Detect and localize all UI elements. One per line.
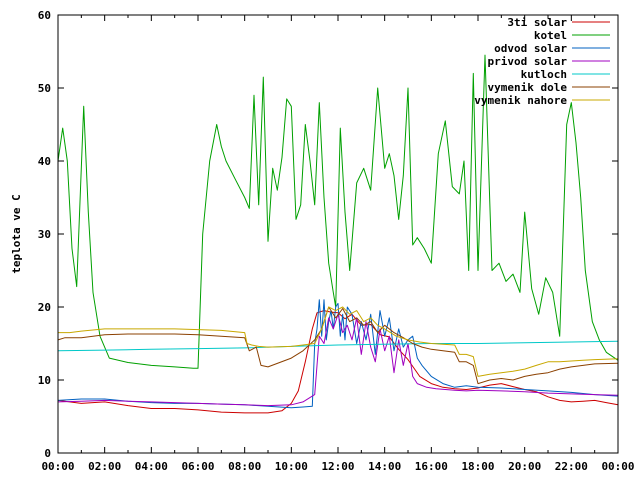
x-tick-label: 06:00 xyxy=(181,460,214,473)
x-tick-label: 00:00 xyxy=(601,460,634,473)
x-tick-label: 14:00 xyxy=(368,460,401,473)
y-tick-label: 0 xyxy=(44,447,51,460)
y-tick-label: 50 xyxy=(38,82,51,95)
x-tick-label: 16:00 xyxy=(415,460,448,473)
legend-label: vymenik nahore xyxy=(474,94,567,107)
series-line-privod-solar xyxy=(57,313,619,407)
legend-label: vymenik dole xyxy=(488,81,568,94)
x-tick-label: 12:00 xyxy=(321,460,354,473)
x-tick-label: 10:00 xyxy=(275,460,308,473)
x-tick-label: 00:00 xyxy=(41,460,74,473)
series-layer xyxy=(57,54,619,414)
legend-label: privod solar xyxy=(488,55,568,68)
y-tick-label: 60 xyxy=(38,9,51,22)
y-tick-label: 40 xyxy=(38,155,51,168)
series-line-vymenik-nahore xyxy=(58,306,619,377)
legend-label: kotel xyxy=(534,29,567,42)
y-axis-label: teplota ve C xyxy=(10,194,23,273)
legend-label: kutloch xyxy=(521,68,567,81)
axis-ticks: 0 10 20 30 40 50 60 00:00 02:00 04:00 06:00 08:00 10… xyxy=(38,9,635,473)
series-line-kotel xyxy=(57,54,619,369)
y-axis-label-group: teplota ve C xyxy=(10,194,23,273)
series-line-3ti-solar xyxy=(57,310,619,414)
x-tick-label: 20:00 xyxy=(508,460,541,473)
y-tick-label: 20 xyxy=(38,301,51,314)
y-tick-label: 30 xyxy=(38,228,51,241)
x-tick-label: 02:00 xyxy=(88,460,121,473)
y-tick-label: 10 xyxy=(38,374,51,387)
x-tick-label: 08:00 xyxy=(228,460,261,473)
legend-label: 3ti solar xyxy=(507,16,567,29)
plot-frame xyxy=(57,14,619,454)
legend-label: odvod solar xyxy=(494,42,567,55)
x-tick-label: 22:00 xyxy=(555,460,588,473)
x-tick-label: 18:00 xyxy=(461,460,494,473)
x-tick-label: 04:00 xyxy=(135,460,168,473)
series-line-kutloch xyxy=(57,340,619,352)
series-line-vymenik-dole xyxy=(57,306,619,385)
series-line-odvod-solar xyxy=(57,299,619,409)
